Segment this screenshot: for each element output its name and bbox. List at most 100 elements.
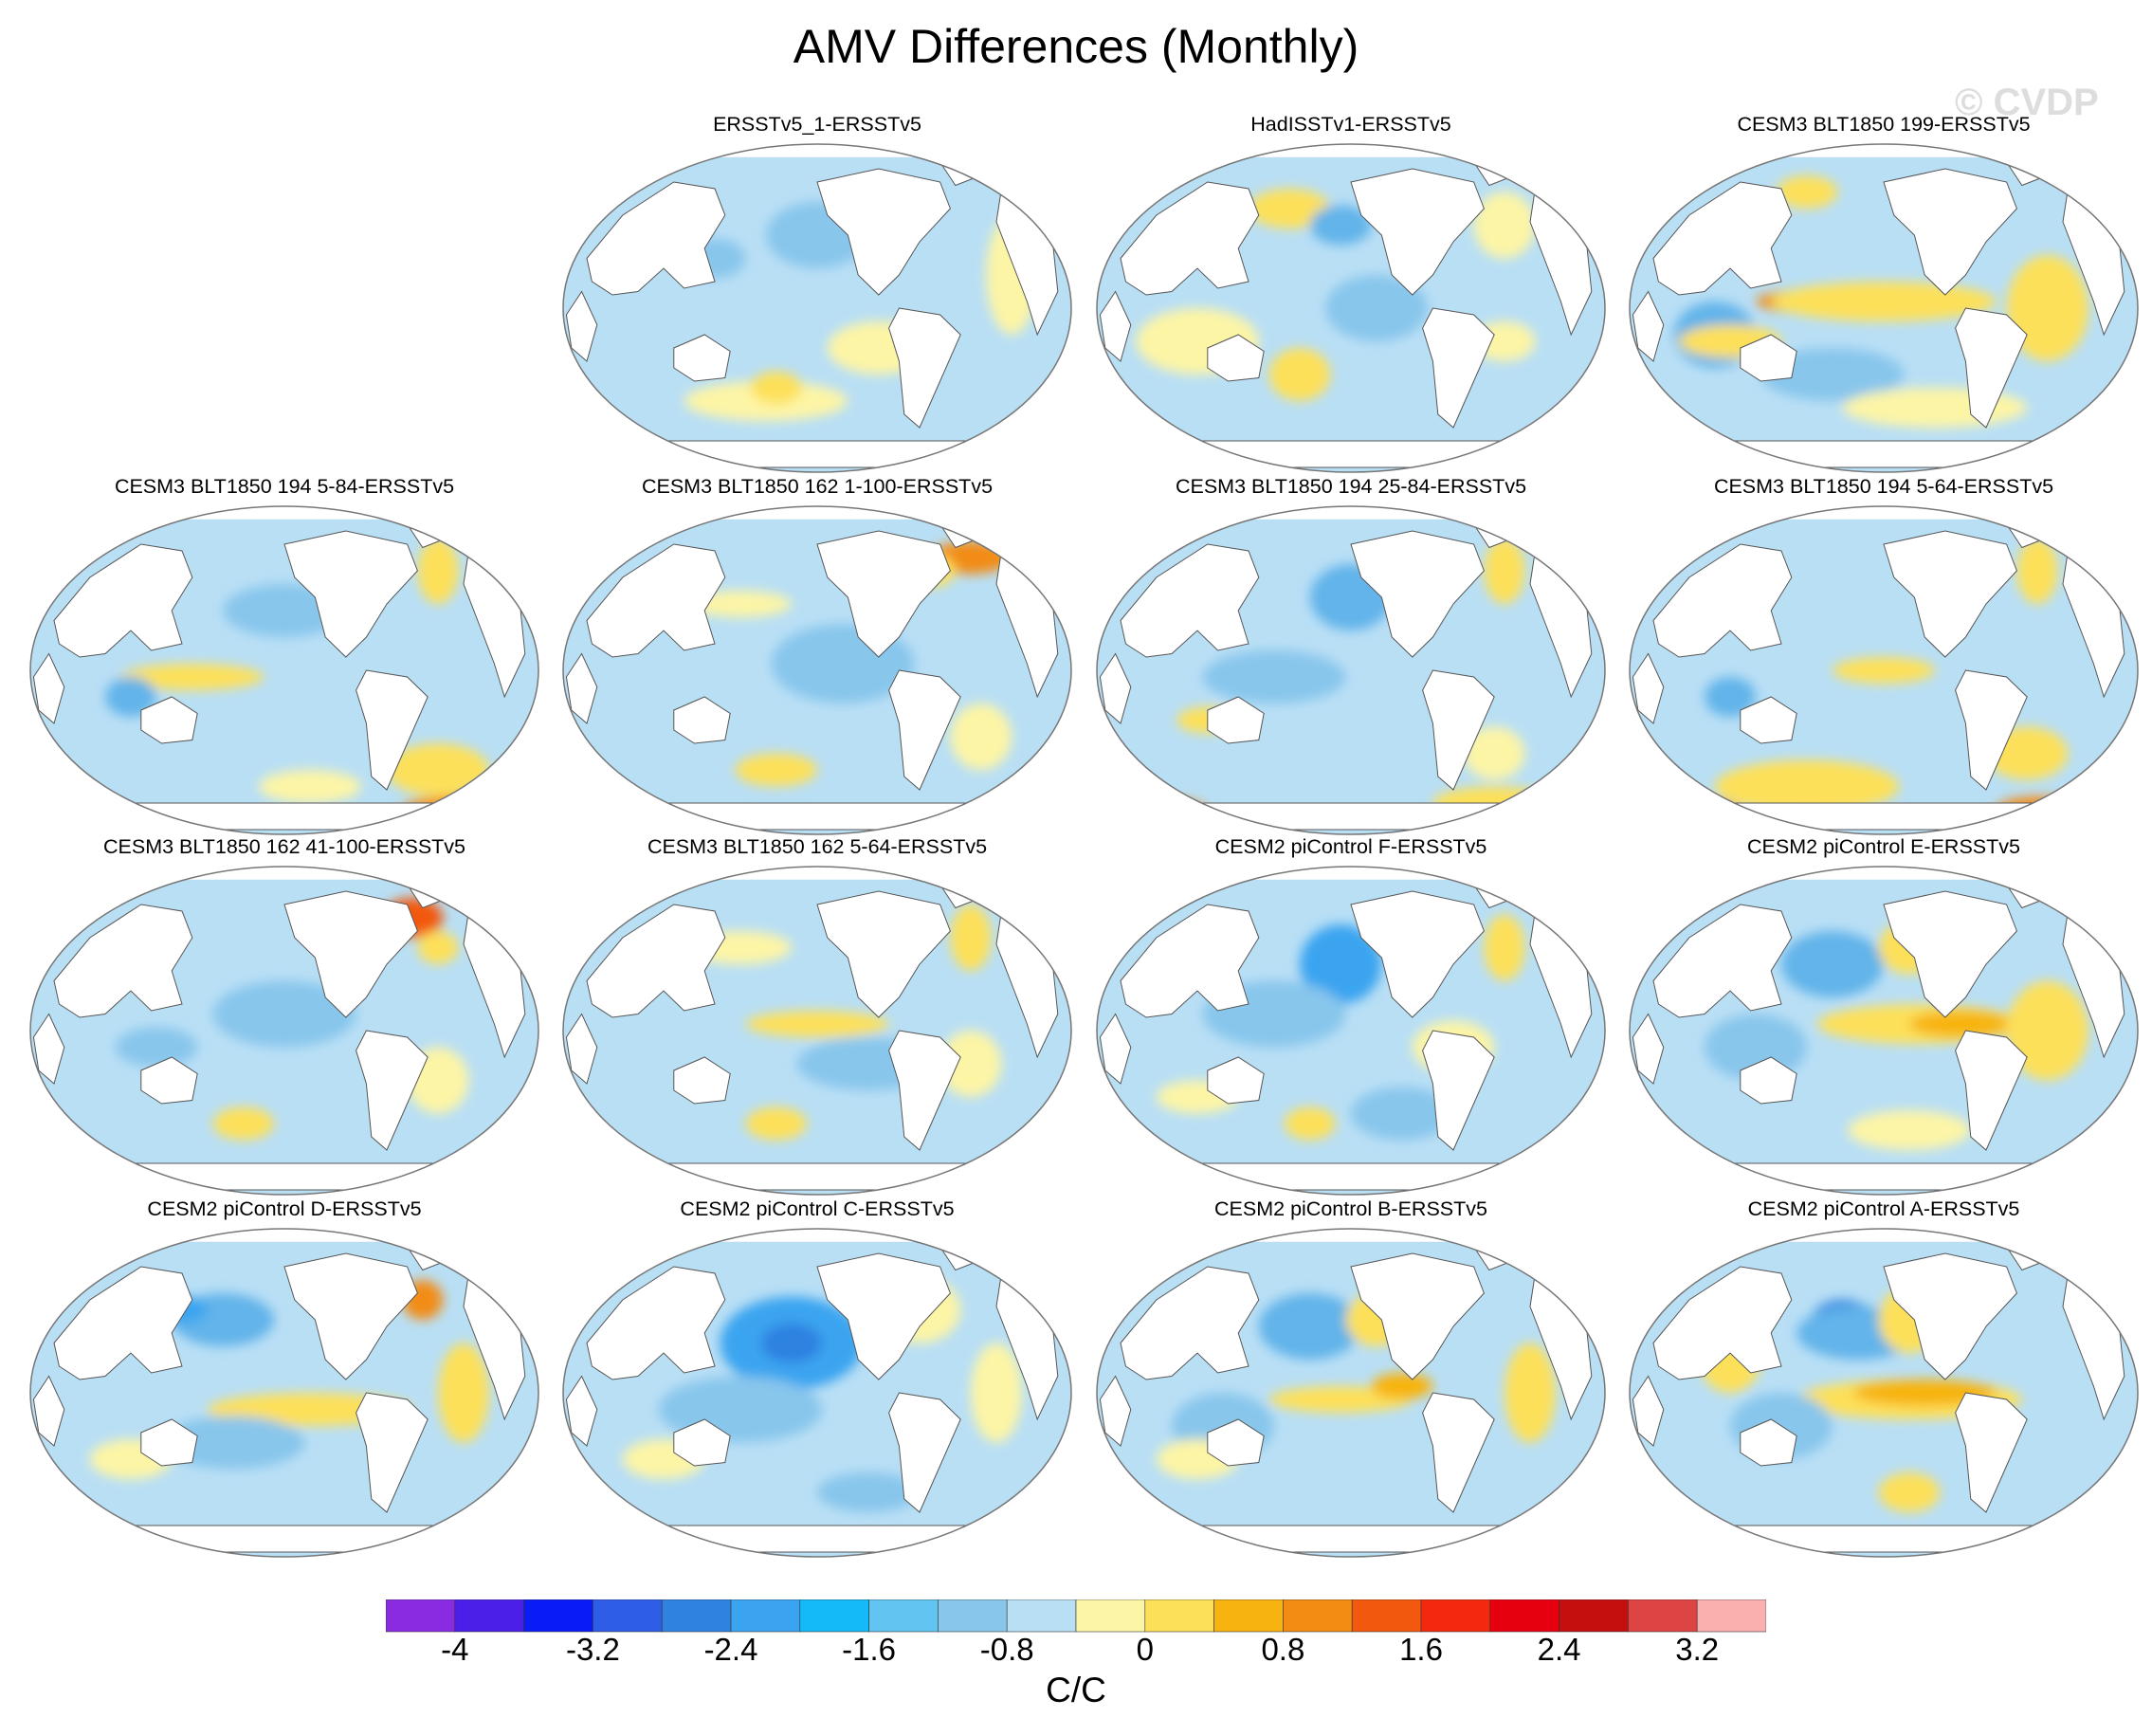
- landmass: [1124, 1525, 1578, 1553]
- map-panel: CESM2 piControl C-ERSSTv5: [552, 1197, 1083, 1559]
- anomaly-region: [1484, 538, 1525, 604]
- global-sst-difference-map: [562, 505, 1072, 835]
- anomaly-region: [1833, 657, 1935, 684]
- colorbar-swatch: [661, 1599, 732, 1633]
- map-panel: CESM3 BLT1850 194 25-84-ERSSTv5: [1085, 474, 1616, 836]
- landmass: [565, 290, 598, 362]
- colorbar-swatch: [799, 1599, 869, 1633]
- landmass: [1955, 1030, 2028, 1151]
- landmass: [1120, 543, 1260, 658]
- colorbar-tick-label: -0.8: [980, 1632, 1034, 1666]
- colorbar-swatch: [386, 1599, 456, 1633]
- anomaly-region: [1309, 205, 1372, 246]
- landmass: [1099, 652, 1132, 724]
- figure-title: AMV Differences (Monthly): [793, 20, 1359, 73]
- panel-title: CESM3 BLT1850 199-ERSSTv5: [1737, 113, 2031, 136]
- landmass: [283, 890, 418, 1018]
- map-panel: CESM3 BLT1850 199-ERSSTv5: [1618, 112, 2149, 474]
- landmass: [1740, 696, 1797, 744]
- landmass: [673, 1056, 731, 1105]
- anomaly-region: [1776, 175, 1838, 209]
- anomaly-region: [939, 1031, 1002, 1097]
- global-sst-difference-map: [562, 866, 1072, 1196]
- colorbar-tick-label: -4: [441, 1632, 468, 1666]
- landmass: [673, 696, 731, 744]
- anomaly-region: [115, 1027, 198, 1068]
- landmass: [1883, 890, 2017, 1018]
- global-sst-difference-map: [562, 1228, 1072, 1558]
- global-sst-difference-map: [1629, 1228, 2139, 1558]
- anomaly-region: [417, 538, 459, 604]
- colorbar-tick-label: 0: [1137, 1632, 1154, 1666]
- panel-title: CESM2 piControl D-ERSSTv5: [147, 1197, 422, 1220]
- landmass: [586, 181, 726, 296]
- anomaly-region: [387, 743, 489, 796]
- colorbar-swatch: [1628, 1599, 1698, 1633]
- landmass: [53, 904, 193, 1018]
- colorbar-tick-label: 2.4: [1538, 1632, 1581, 1666]
- map-panel: CESM3 BLT1850 162 41-100-ERSSTv5: [19, 834, 550, 1197]
- map-panel: CESM3 BLT1850 162 1-100-ERSSTv5: [552, 474, 1083, 836]
- panel-title: CESM3 BLT1850 194 5-84-ERSSTv5: [114, 475, 455, 498]
- landmass: [1099, 290, 1132, 362]
- landmass: [1657, 1525, 2110, 1553]
- watermark: © CVDP: [1955, 82, 2099, 123]
- anomaly-region: [1505, 1343, 1556, 1443]
- landmass: [888, 307, 961, 429]
- landmass: [816, 530, 951, 658]
- map-panel: CESM2 piControl B-ERSSTv5: [1085, 1197, 1616, 1559]
- colorbar-tick-label: -1.6: [842, 1632, 896, 1666]
- landmass: [1883, 1252, 2017, 1380]
- anomaly-region: [950, 905, 992, 971]
- anomaly-region: [1771, 282, 1997, 321]
- landmass: [1652, 904, 1793, 1018]
- global-sst-difference-map: [1096, 143, 1606, 473]
- landmass: [32, 1013, 65, 1085]
- anomaly-region: [1325, 275, 1428, 341]
- colorbar-swatch: [454, 1599, 524, 1633]
- colorbar-unit-label: C/C: [1046, 1671, 1106, 1709]
- landmass: [1422, 1392, 1495, 1513]
- landmass: [1207, 696, 1265, 744]
- anomaly-region: [1699, 803, 1741, 823]
- panel-title: CESM3 BLT1850 162 5-64-ERSSTv5: [647, 835, 988, 858]
- colorbar-swatch: [1006, 1599, 1077, 1633]
- landmass: [1124, 440, 1578, 468]
- anomaly-region: [161, 1416, 305, 1470]
- panel-title: CESM3 BLT1850 194 25-84-ERSSTv5: [1175, 475, 1527, 498]
- anomaly-region: [1852, 1380, 1997, 1406]
- anomaly-region: [1371, 1373, 1433, 1399]
- landmass: [591, 802, 1044, 831]
- landmass: [140, 1056, 198, 1105]
- colorbar-swatch: [523, 1599, 593, 1633]
- map-panel: HadISSTv1-ERSSTv5: [1085, 112, 1616, 474]
- colorbar-swatch: [1075, 1599, 1146, 1633]
- landmass: [1740, 1056, 1797, 1105]
- landmass: [1632, 652, 1665, 724]
- landmass: [356, 1030, 429, 1151]
- global-sst-difference-map: [29, 1228, 539, 1558]
- colorbar-swatch: [868, 1599, 939, 1633]
- colorbar-swatch: [1420, 1599, 1491, 1633]
- anomaly-region: [1473, 192, 1536, 259]
- landmass: [586, 1266, 726, 1380]
- landmass: [1657, 1162, 2110, 1191]
- landmass: [586, 543, 726, 658]
- landmass: [591, 1525, 1044, 1553]
- anomaly-region: [120, 664, 264, 690]
- landmass: [32, 652, 65, 724]
- colorbar-tick-label: -2.4: [704, 1632, 758, 1666]
- global-sst-difference-map: [1096, 866, 1606, 1196]
- global-sst-difference-map: [1629, 505, 2139, 835]
- anomaly-region: [1258, 1293, 1361, 1360]
- landmass: [1350, 530, 1485, 658]
- colorbar-swatch: [1213, 1599, 1284, 1633]
- landmass: [591, 440, 1044, 468]
- panel-title: CESM2 piControl C-ERSSTv5: [680, 1197, 955, 1220]
- global-sst-difference-map: [1096, 1228, 1606, 1558]
- landmass: [1740, 334, 1797, 382]
- landmass: [58, 1162, 511, 1191]
- anomaly-region: [735, 753, 817, 787]
- anomaly-region: [1202, 650, 1346, 704]
- landmass: [356, 1392, 429, 1513]
